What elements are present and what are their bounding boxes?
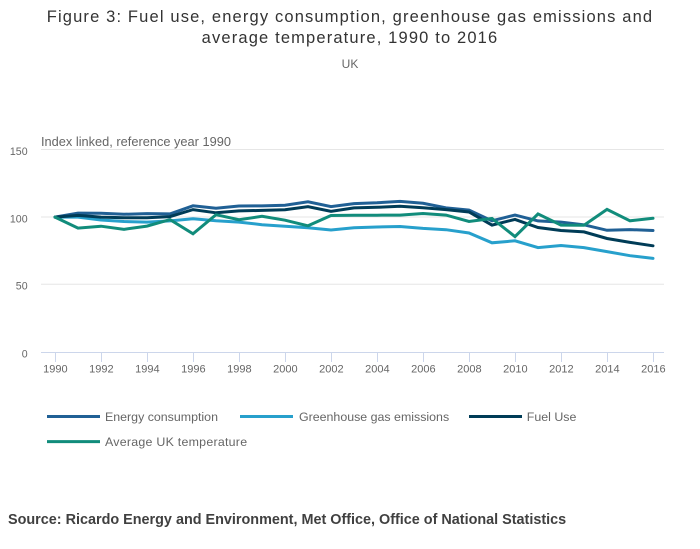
svg-text:2004: 2004	[365, 363, 389, 375]
svg-text:Energy consumption: Energy consumption	[105, 410, 218, 424]
svg-text:2014: 2014	[595, 363, 619, 375]
svg-text:1998: 1998	[227, 363, 251, 375]
svg-text:Average UK temperature: Average UK temperature	[105, 435, 247, 449]
svg-text:150: 150	[10, 146, 28, 158]
svg-text:Index linked, reference year 1: Index linked, reference year 1990	[41, 134, 231, 149]
svg-text:0: 0	[22, 348, 28, 360]
svg-text:Greenhouse gas emissions: Greenhouse gas emissions	[299, 410, 449, 424]
svg-text:2010: 2010	[503, 363, 527, 375]
svg-text:1990: 1990	[43, 363, 67, 375]
svg-text:2008: 2008	[457, 363, 481, 375]
svg-text:2012: 2012	[549, 363, 573, 375]
svg-text:2000: 2000	[273, 363, 297, 375]
svg-text:2002: 2002	[319, 363, 343, 375]
svg-text:1994: 1994	[135, 363, 159, 375]
svg-text:50: 50	[16, 281, 28, 293]
svg-text:1996: 1996	[181, 363, 205, 375]
svg-text:1992: 1992	[89, 363, 113, 375]
svg-text:2016: 2016	[641, 363, 665, 375]
svg-text:100: 100	[10, 213, 28, 225]
svg-text:2006: 2006	[411, 363, 435, 375]
svg-text:Fuel Use: Fuel Use	[527, 410, 577, 424]
